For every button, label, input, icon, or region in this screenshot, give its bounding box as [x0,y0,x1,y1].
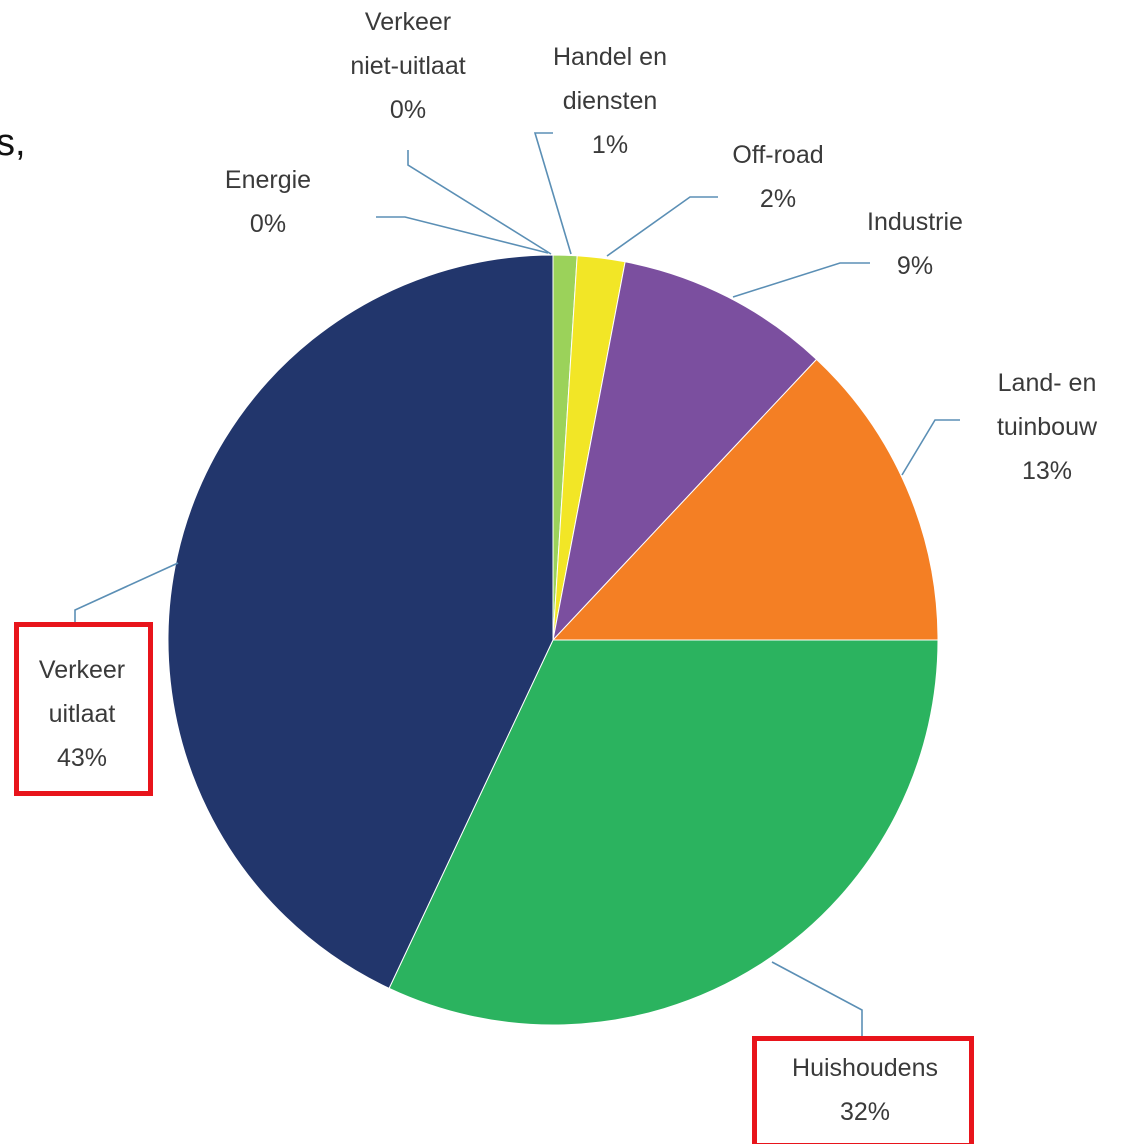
slice-name: Industrie [867,208,963,236]
leader-line [407,150,552,255]
leader-lines [74,132,960,1038]
slice-name: Handel en diensten [553,43,667,115]
slice-label: Verkeer uitlaat 43% [39,648,125,780]
pie-slice [551,358,939,641]
leader-line [376,216,549,254]
slice-name: Huishoudens [792,1054,938,1082]
slice-label: Energie 0% [225,158,311,246]
highlight-box [752,1036,974,1144]
leader-line [771,961,863,1038]
pie-slice [167,254,554,990]
slice-name: Land- en tuinbouw [996,369,1098,441]
text-fragment: s, [0,122,26,164]
leader-line [901,419,960,476]
slice-name: Verkeer uitlaat [38,656,126,728]
slice-value: 9% [896,252,934,280]
slice-value: 32% [839,1098,891,1126]
slice-value: 13% [1021,457,1073,485]
slice-label: Huishoudens 32% [792,1046,938,1134]
leader-line [533,132,572,255]
slice-label: Land- en tuinbouw 13% [997,361,1097,493]
slice-name: Verkeer niet-uitlaat [350,8,466,80]
pie-slice [552,261,818,642]
slice-name: Off-road [732,141,824,169]
pie-slice [388,639,939,1026]
highlight-box [14,622,153,796]
leader-line [74,562,179,625]
slice-value: 43% [56,744,108,772]
slice-value: 1% [591,131,629,159]
leader-line [606,196,718,257]
slice-label: Industrie 9% [867,200,963,288]
slice-value: 0% [389,96,427,124]
slice-name: Energie [224,166,312,194]
slice-label: Verkeer niet-uitlaat 0% [350,0,465,132]
slice-label: Handel en diensten 1% [553,35,667,167]
slice-value: 0% [249,210,287,238]
slices [167,254,939,1026]
slice-label: Off-road 2% [732,133,823,221]
slice-value: 2% [759,185,797,213]
leader-line [732,262,870,298]
